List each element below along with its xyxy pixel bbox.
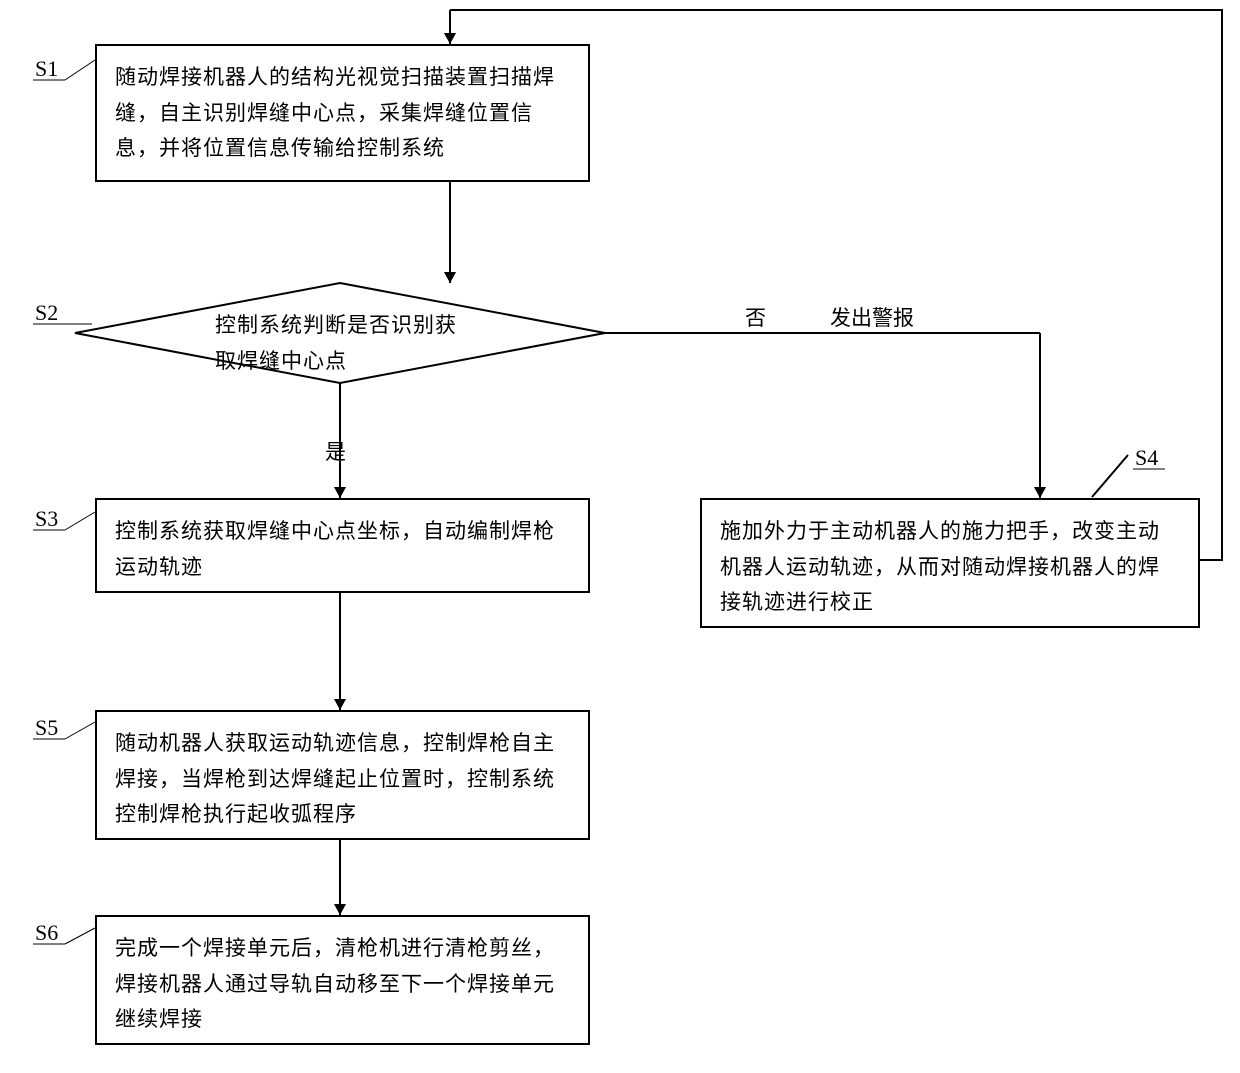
- branch-label-no: 否: [745, 302, 766, 332]
- process-s6-text: 完成一个焊接单元后，清枪机进行清枪剪丝，焊接机器人通过导轨自动移至下一个焊接单元…: [115, 936, 555, 1031]
- step-label-s3: S3: [35, 506, 58, 532]
- decision-s2-text-wrap: 控制系统判断是否识别获取焊缝中心点: [215, 308, 475, 379]
- process-s1-text: 随动焊接机器人的结构光视觉扫描装置扫描焊缝，自主识别焊缝中心点，采集焊缝位置信息…: [115, 65, 555, 160]
- process-s5: 随动机器人获取运动轨迹信息，控制焊枪自主焊接，当焊枪到达焊缝起止位置时，控制系统…: [95, 710, 590, 840]
- process-s1: 随动焊接机器人的结构光视觉扫描装置扫描焊缝，自主识别焊缝中心点，采集焊缝位置信息…: [95, 44, 590, 182]
- branch-label-alarm: 发出警报: [830, 302, 914, 332]
- step-label-s6: S6: [35, 920, 58, 946]
- step-label-s5: S5: [35, 715, 58, 741]
- process-s3: 控制系统获取焊缝中心点坐标，自动编制焊枪运动轨迹: [95, 498, 590, 593]
- step-label-s2: S2: [35, 300, 58, 326]
- process-s4: 施加外力于主动机器人的施力把手，改变主动机器人运动轨迹，从而对随动焊接机器人的焊…: [700, 498, 1200, 628]
- branch-label-yes: 是: [325, 436, 346, 466]
- process-s6: 完成一个焊接单元后，清枪机进行清枪剪丝，焊接机器人通过导轨自动移至下一个焊接单元…: [95, 915, 590, 1045]
- step-label-s4: S4: [1135, 445, 1158, 471]
- step-label-s1: S1: [35, 56, 58, 82]
- process-s3-text: 控制系统获取焊缝中心点坐标，自动编制焊枪运动轨迹: [115, 519, 555, 579]
- process-s5-text: 随动机器人获取运动轨迹信息，控制焊枪自主焊接，当焊枪到达焊缝起止位置时，控制系统…: [115, 731, 555, 826]
- decision-s2-text: 控制系统判断是否识别获取焊缝中心点: [215, 313, 457, 373]
- process-s4-text: 施加外力于主动机器人的施力把手，改变主动机器人运动轨迹，从而对随动焊接机器人的焊…: [720, 519, 1160, 614]
